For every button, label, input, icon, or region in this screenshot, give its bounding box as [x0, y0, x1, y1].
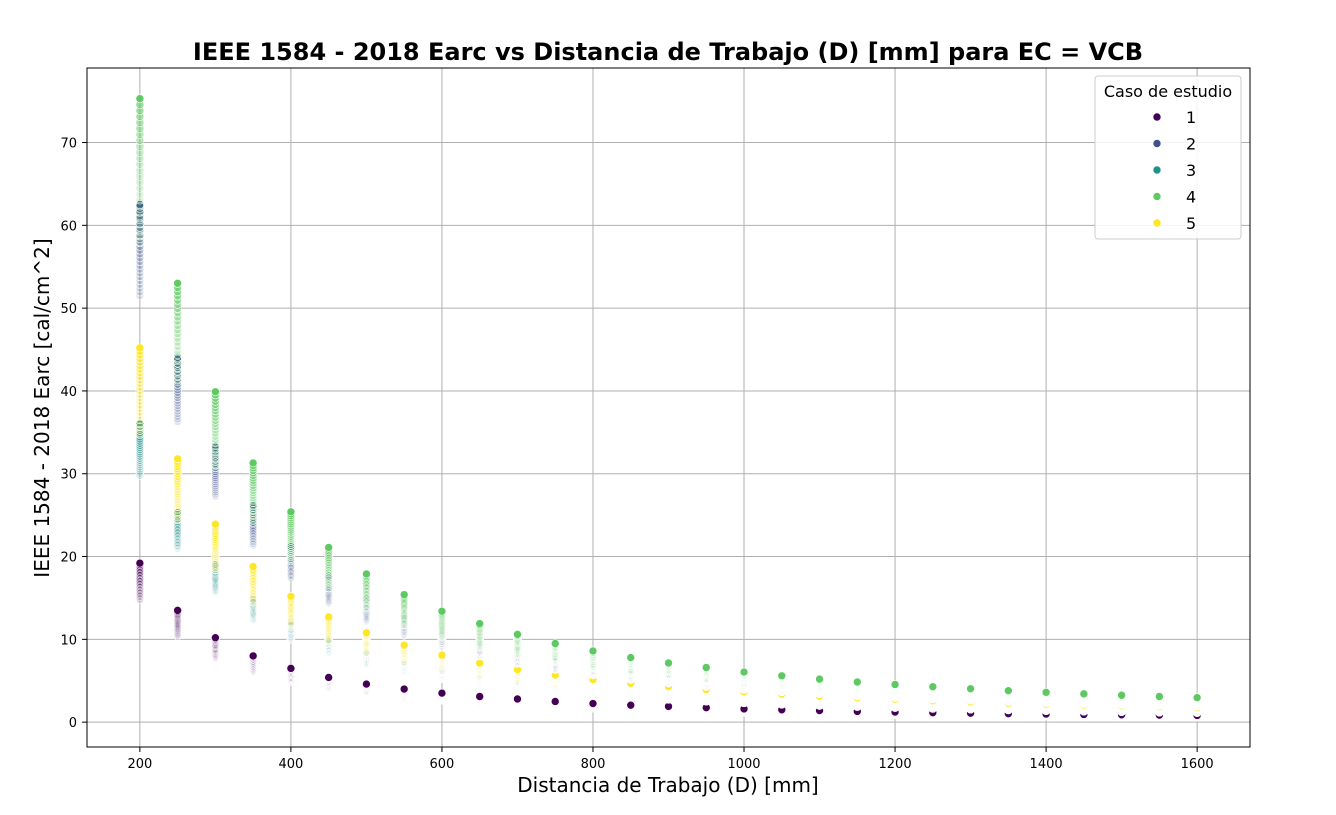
data-point — [1004, 686, 1013, 695]
legend-marker — [1152, 165, 1162, 175]
legend-marker — [1152, 218, 1162, 228]
data-point — [286, 664, 296, 673]
legend-label: 3 — [1186, 161, 1196, 180]
x-tick-label: 800 — [581, 757, 606, 772]
data-point — [399, 684, 409, 694]
series-4-points — [135, 94, 1202, 708]
data-point — [362, 569, 371, 579]
data-point — [550, 639, 560, 648]
legend-label: 5 — [1186, 214, 1196, 233]
y-tick-label: 30 — [60, 468, 77, 483]
plot-frame — [86, 67, 1251, 748]
data-point — [475, 619, 485, 628]
data-point — [324, 612, 333, 622]
x-tick-label: 1000 — [727, 757, 760, 772]
data-point — [437, 606, 447, 616]
data-point — [1079, 689, 1089, 699]
x-axis-label: Distancia de Trabajo (D) [mm] — [517, 773, 818, 797]
data-point — [135, 343, 145, 353]
data-point — [173, 278, 182, 288]
data-point — [248, 651, 258, 661]
data-point — [248, 562, 258, 571]
data-point — [777, 671, 787, 681]
data-point — [173, 454, 182, 464]
legend: Caso de estudio 1 2 3 4 5 — [1094, 75, 1242, 240]
y-tick-label: 50 — [60, 302, 77, 317]
data-point — [513, 694, 522, 704]
y-tick-label: 10 — [60, 633, 77, 648]
x-tick-label: 1600 — [1181, 757, 1214, 772]
data-point — [211, 633, 220, 642]
data-point — [324, 543, 333, 552]
data-point — [324, 673, 333, 682]
data-point — [1192, 693, 1202, 702]
series-2-points — [135, 200, 1202, 711]
data-point — [966, 684, 975, 694]
data-point — [513, 630, 522, 639]
data-point — [1041, 688, 1051, 697]
x-tick-label: 400 — [278, 757, 303, 772]
legend-marker — [1152, 139, 1162, 148]
data-point — [362, 628, 371, 638]
x-tick-label: 200 — [127, 757, 152, 772]
data-point — [286, 507, 296, 517]
legend-marker — [1152, 112, 1162, 122]
data-point — [475, 692, 485, 701]
data-point — [135, 94, 145, 103]
grid — [87, 68, 1250, 747]
data-point — [626, 700, 636, 710]
data-point — [211, 387, 220, 397]
y-axis-label: IEEE 1584 - 2018 Earc [cal/cm^2] — [30, 238, 54, 577]
data-point — [928, 682, 938, 692]
y-tick-label: 20 — [60, 551, 77, 566]
data-point — [399, 640, 409, 650]
chart-title: IEEE 1584 - 2018 Earc vs Distancia de Tr… — [193, 38, 1143, 66]
y-tick-label: 70 — [60, 137, 77, 152]
data-point — [1155, 692, 1164, 701]
data-point — [739, 667, 749, 677]
data-point — [815, 674, 824, 684]
y-axis-ticks: 0 10 20 30 40 50 60 70 — [60, 137, 87, 731]
x-tick-label: 1200 — [879, 757, 912, 772]
data-point — [399, 590, 409, 599]
data-point — [1117, 690, 1126, 700]
data-point — [588, 646, 598, 656]
data-point — [248, 458, 258, 468]
data-point — [664, 658, 673, 668]
data-point — [701, 663, 711, 672]
data-point — [173, 606, 182, 615]
x-tick-label: 1400 — [1030, 757, 1063, 772]
data-points — [135, 94, 1202, 722]
x-tick-label: 600 — [430, 757, 455, 772]
legend-title: Caso de estudio — [1104, 82, 1232, 101]
data-point — [588, 699, 598, 708]
legend-label: 1 — [1186, 108, 1196, 127]
data-point — [890, 680, 900, 689]
data-point — [437, 688, 447, 698]
data-point — [437, 650, 447, 660]
data-point — [852, 677, 862, 687]
data-point — [626, 653, 636, 662]
y-tick-label: 0 — [69, 716, 77, 731]
data-point — [550, 697, 560, 706]
data-point — [362, 679, 371, 689]
legend-marker — [1152, 192, 1162, 201]
x-axis-ticks: 200 400 600 800 1000 1200 1400 1600 — [127, 747, 1214, 772]
y-tick-label: 60 — [60, 219, 77, 234]
y-tick-label: 40 — [60, 385, 77, 400]
data-point — [135, 558, 145, 568]
data-point — [211, 519, 220, 529]
legend-label: 2 — [1186, 135, 1196, 154]
legend-label: 4 — [1186, 188, 1196, 207]
data-point — [286, 591, 296, 601]
